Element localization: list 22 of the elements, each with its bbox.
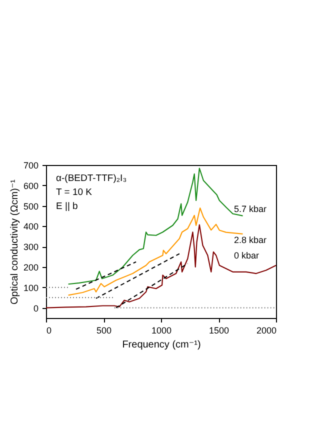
series-label: 0 kbar xyxy=(234,250,260,260)
y-tick-label: 100 xyxy=(23,282,38,293)
x-tick-label: 1000 xyxy=(151,326,172,336)
annotation: α-(BEDT-TTF)₂I₃ xyxy=(56,173,127,184)
y-tick-label: 400 xyxy=(23,222,38,232)
y-tick-label: 700 xyxy=(23,160,38,170)
x-tick-label: 0 xyxy=(46,326,52,336)
series-label: 2.8 kbar xyxy=(234,234,267,245)
y-axis-title: Optical conductivity (Ωcm)⁻¹ xyxy=(9,178,20,304)
x-tick-label: 2000 xyxy=(256,326,276,336)
x-tick-label: 1500 xyxy=(208,326,230,336)
x-tick-label: 500 xyxy=(96,326,112,336)
line-series xyxy=(46,224,276,308)
y-tick-label: 300 xyxy=(23,242,38,252)
y-tick-label: 600 xyxy=(23,180,38,191)
annotation: T = 10 K xyxy=(56,187,93,198)
y-tick-label: 500 xyxy=(23,201,38,212)
annotation: E || b xyxy=(56,201,78,212)
series-label: 5.7 kbar xyxy=(234,204,267,214)
x-axis-title: Frequency (cm⁻¹) xyxy=(122,340,201,350)
y-tick-label: 0 xyxy=(33,303,38,314)
y-tick-label: 200 xyxy=(23,262,38,272)
